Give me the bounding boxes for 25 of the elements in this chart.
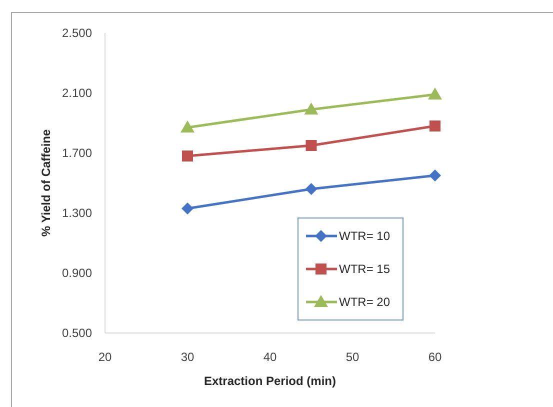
- point: [304, 102, 318, 114]
- point: [180, 120, 194, 132]
- x-tick-label: 30: [180, 350, 194, 364]
- point: [430, 120, 440, 132]
- y-tick-label: 0.500: [62, 326, 92, 340]
- x-tick-label: 40: [263, 350, 277, 364]
- x-tick-label: 60: [428, 350, 442, 364]
- point: [182, 150, 193, 162]
- point: [305, 183, 318, 195]
- y-tick-label: 2.500: [62, 26, 92, 40]
- legend-label: WTR= 20: [339, 295, 390, 310]
- y-tick-label: 0.900: [62, 266, 92, 280]
- x-tick-label: 50: [346, 350, 360, 364]
- x-tick-label: 20: [98, 350, 112, 364]
- point: [429, 170, 441, 182]
- point: [182, 202, 194, 214]
- legend-label: WTR= 15: [339, 262, 390, 276]
- legend-label: WTR= 10: [339, 229, 390, 244]
- y-tick-label: 2.100: [62, 86, 92, 100]
- point: [428, 88, 442, 100]
- y-tick-label: 1.300: [62, 206, 92, 220]
- y-tick-label: 1.700: [62, 146, 92, 160]
- y-axis-title: % Yield of Caffeine: [39, 129, 53, 237]
- x-axis-title: Extraction Period (min): [204, 374, 336, 388]
- point: [306, 140, 317, 151]
